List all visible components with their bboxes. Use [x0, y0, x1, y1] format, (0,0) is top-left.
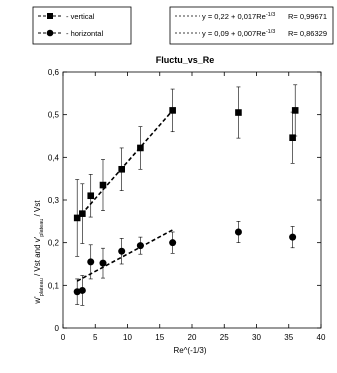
point-vertical: [79, 210, 86, 217]
fit-equation-1: y = 0,22 + 0,017Re-1/3: [202, 12, 275, 21]
x-tick-label: 10: [123, 333, 132, 342]
x-tick-label: 5: [93, 333, 98, 342]
point-horizontal: [99, 259, 107, 267]
fit-lines: [76, 109, 174, 282]
point-horizontal: [78, 286, 86, 294]
legend-marker-vertical: [47, 13, 53, 19]
y-tick-label: 0,4: [48, 153, 60, 162]
point-vertical: [291, 107, 299, 114]
point-vertical: [99, 181, 107, 189]
point-vertical: [87, 192, 95, 200]
fit-legend: y = 0,22 + 0,017Re-1/3 R= 0,99671 y = 0,…: [169, 6, 334, 45]
legend-marker-horizontal: [46, 29, 54, 37]
point-vertical: [137, 144, 144, 152]
point-vertical: [73, 214, 81, 222]
fit-equation-2: y = 0,09 + 0,007Re-1/3: [202, 29, 275, 38]
x-tick-label: 0: [61, 333, 66, 342]
svg-text:w'plateau / Vst and v'plateau: w'plateau / Vst and v'plateau / Vst: [33, 200, 45, 305]
legend-label-horizontal: - horizontal: [66, 29, 103, 38]
point-horizontal: [169, 239, 177, 247]
x-tick-label: 35: [284, 333, 293, 342]
y-tick-label: 0,5: [48, 111, 60, 120]
plot-frame: [62, 71, 322, 329]
x-tick-label: 15: [155, 333, 164, 342]
point-horizontal: [234, 228, 242, 236]
x-tick-label: 40: [317, 333, 326, 342]
y-tick-label: 0,1: [48, 281, 60, 290]
fit-legend-box: [169, 6, 334, 45]
point-horizontal: [118, 247, 126, 255]
y-tick-label: 0,2: [48, 239, 60, 248]
point-horizontal: [87, 258, 95, 266]
point-vertical: [118, 165, 125, 173]
y-tick-label: 0,6: [48, 68, 60, 77]
y-tick-label: 0: [55, 324, 60, 333]
fit-line-horizontal: [76, 229, 174, 282]
chart-title: Fluctu_vs_Re: [156, 55, 215, 65]
fit-r-1: R= 0,99671: [288, 12, 327, 21]
x-tick-label: 20: [188, 333, 197, 342]
x-tick-label: 25: [220, 333, 229, 342]
x-axis-label: Re^(-1/3): [173, 346, 206, 355]
point-horizontal: [289, 233, 297, 241]
y-tick-label: 0,3: [48, 196, 60, 205]
axis-ticks: 0 5 10 15 20 25 30 35 40 0 0,1 0,2 0,3 0,4 0,5 0,6: [48, 68, 326, 342]
legend-label-vertical: - vertical: [66, 12, 95, 21]
point-vertical: [169, 107, 176, 114]
legend: - vertical - horizontal: [32, 6, 132, 45]
point-vertical: [289, 134, 296, 142]
data-points: [73, 84, 299, 306]
x-tick-label: 30: [252, 333, 261, 342]
point-vertical: [235, 109, 242, 116]
point-horizontal: [136, 242, 144, 250]
fit-line-vertical: [76, 109, 174, 220]
fit-r-2: R= 0,86329: [288, 29, 327, 38]
y-axis-label: w'plateau / Vst and v'plateau / Vst: [33, 200, 45, 305]
